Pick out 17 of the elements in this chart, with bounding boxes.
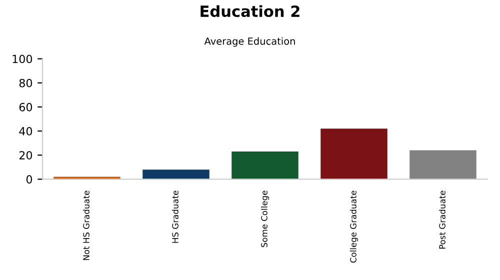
y-tick-label: 60 (19, 102, 32, 112)
bar (410, 150, 476, 180)
chart-subtitle: Average Education (204, 37, 295, 47)
y-tick-label: 20 (19, 151, 32, 160)
x-tick-label: College Graduate (350, 190, 358, 263)
x-tick-label: Not HS Graduate (82, 190, 90, 260)
bar (320, 128, 388, 180)
bar (232, 152, 298, 180)
x-tick-label: Post Graduate (438, 190, 446, 249)
x-tick-label: HS Graduate (172, 190, 178, 243)
y-tick-label: 80 (19, 78, 32, 88)
y-tick-label: 40 (19, 127, 32, 136)
bar (142, 170, 210, 180)
chart-title: Education 2 (200, 5, 300, 18)
x-tick-label: Some College (260, 190, 270, 248)
y-tick-label: 100 (12, 54, 32, 64)
y-tick-label: 0 (26, 175, 32, 184)
